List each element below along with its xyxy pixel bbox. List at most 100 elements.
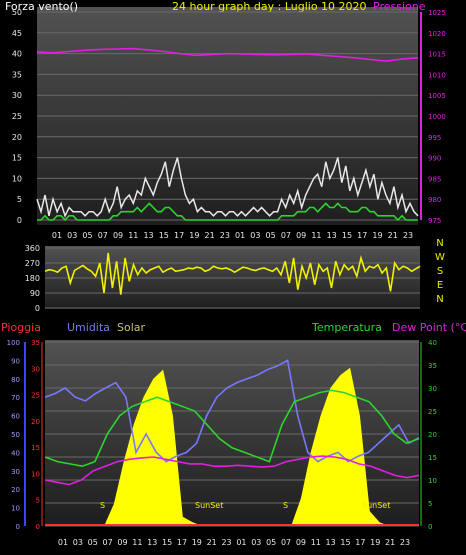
temp-x-tick: 11 [311,538,321,547]
pressure-y-tick: 1005 [428,92,446,100]
temp-y-tick: 0 [428,523,432,531]
direction-y-tick: 0 [35,304,40,313]
temp-x-tick: 15 [340,538,350,547]
legend-dewpoint: Dew Point (°C) [392,321,466,334]
wind-x-tick: 05 [82,231,92,240]
wind-y-tick: 30 [12,91,22,100]
humidity-y-tick: 15 [31,444,40,452]
wind-y-tick: 40 [12,50,22,59]
sun-annotation: S [100,501,105,510]
legend-solar: Solar [117,321,146,334]
solar-area [45,367,419,526]
series-line-gust [36,157,419,218]
series-line-umidita [44,359,420,463]
pressure-y-tick: 995 [428,134,441,142]
wind-x-tick: 05 [266,231,276,240]
wind-x-tick: 11 [128,231,138,240]
direction-gridlines [45,247,420,309]
temp-x-tick: 13 [326,538,336,547]
temp-x-tick: 21 [385,538,395,547]
rain-y-tick: 60 [11,413,20,421]
direction-series [44,252,421,295]
temp-x-tick: 23 [400,538,410,547]
wind-x-tick: 01 [52,231,62,240]
compass-label: W [435,252,445,263]
wind-x-tick: 03 [67,231,77,240]
wind-x-tick: 17 [174,231,184,240]
wind-x-tick: 11 [311,231,321,240]
temp-x-tick: 11 [132,538,142,547]
wind-x-tick: 13 [327,231,337,240]
temp-x-tick: 17 [177,538,187,547]
wind-y-tick: 10 [12,174,22,183]
temp-x-tick: 03 [251,538,261,547]
compass-label: N [436,294,443,305]
wind-x-tick: 21 [205,231,215,240]
humidity-y-tick: 5 [36,497,40,505]
direction-y-tick: 270 [25,259,40,268]
temp-y-tick: 20 [428,431,437,439]
temp-series [44,359,420,526]
wind-x-tick: 15 [342,231,352,240]
temp-y-tick: 5 [428,500,432,508]
wind-x-tick: 09 [113,231,123,240]
sun-annotation: S [283,501,288,510]
wind-axis-label: Forza vento() [5,0,78,13]
wind-y-tick: 15 [12,154,22,163]
pressure-y-tick: 1010 [428,71,446,79]
temp-x-ticks: 01 03 05 07 09 11 13 15 17 19 21 23 01 03 05 07 09 11 13 15… [58,538,410,547]
wind-x-tick: 07 [98,231,108,240]
temp-x-tick: 17 [355,538,365,547]
pressure-y-tick: 1000 [428,113,446,121]
series-line-dew-point-c- [44,455,420,486]
wind-x-tick: 17 [357,231,367,240]
pressure-y-tick: 980 [428,196,441,204]
temp-y-tick: 40 [428,339,437,347]
temp-x-tick: 07 [281,538,291,547]
rain-y-tick: 80 [11,376,20,384]
rain-y-tick: 30 [11,468,20,476]
humidity-y-tick: 10 [31,470,40,478]
wind-y-tick: 5 [17,195,22,204]
temp-x-tick: 07 [103,538,113,547]
pressure-axis-label: Pressione [373,0,426,13]
pressure-y-tick: 985 [428,175,441,183]
series-line-temperatura [44,389,420,468]
sun-annotations: SunSet SunSet S S [100,501,390,510]
wind-x-ticks: 01 03 05 07 09 11 13 15 17 19 21 23 01 03 05 07 09 11 13 15… [52,231,413,240]
wind-x-tick: 09 [296,231,306,240]
direction-y-tick: 180 [25,274,40,283]
wind-x-tick: 01 [235,231,245,240]
pressure-y-tick: 1020 [428,30,446,38]
humidity-y-tick: 30 [31,365,40,373]
wind-x-tick: 13 [143,231,153,240]
pressure-y-ticks: 975 980 985 990 995 1000 1005 1010 1015 1020 1025 [420,9,446,225]
rain-y-tick: 70 [11,394,20,402]
wind-y-tick: 0 [17,216,22,225]
wind-x-tick: 19 [372,231,382,240]
legend-pioggia: Pioggia [1,321,41,334]
temp-y-tick: 15 [428,454,437,462]
pressure-y-tick: 1015 [428,51,446,59]
rain-y-tick: 0 [16,523,20,531]
wind-x-tick: 23 [220,231,230,240]
temp-x-tick: 09 [117,538,127,547]
series-line-average [37,202,418,222]
wind-y-tick: 50 [12,8,22,17]
humidity-y-tick: 35 [31,339,40,347]
temp-x-tick: 21 [207,538,217,547]
sun-annotation: SunSet [362,501,390,510]
compass-label: S [437,266,443,277]
wind-x-tick: 03 [250,231,260,240]
temp-humidity-panel: Pioggia Umidita Solar Temperatura Dew Po… [1,321,466,547]
series-line-Pressione [36,47,419,62]
pressure-y-tick: 990 [428,155,441,163]
temp-x-tick: 09 [296,538,306,547]
wind-y-tick: 20 [12,133,22,142]
rain-y-tick: 40 [11,449,20,457]
humidity-y-tick: 0 [36,523,40,531]
pressure-y-tick: 975 [428,217,441,225]
temp-x-tick: 01 [236,538,246,547]
